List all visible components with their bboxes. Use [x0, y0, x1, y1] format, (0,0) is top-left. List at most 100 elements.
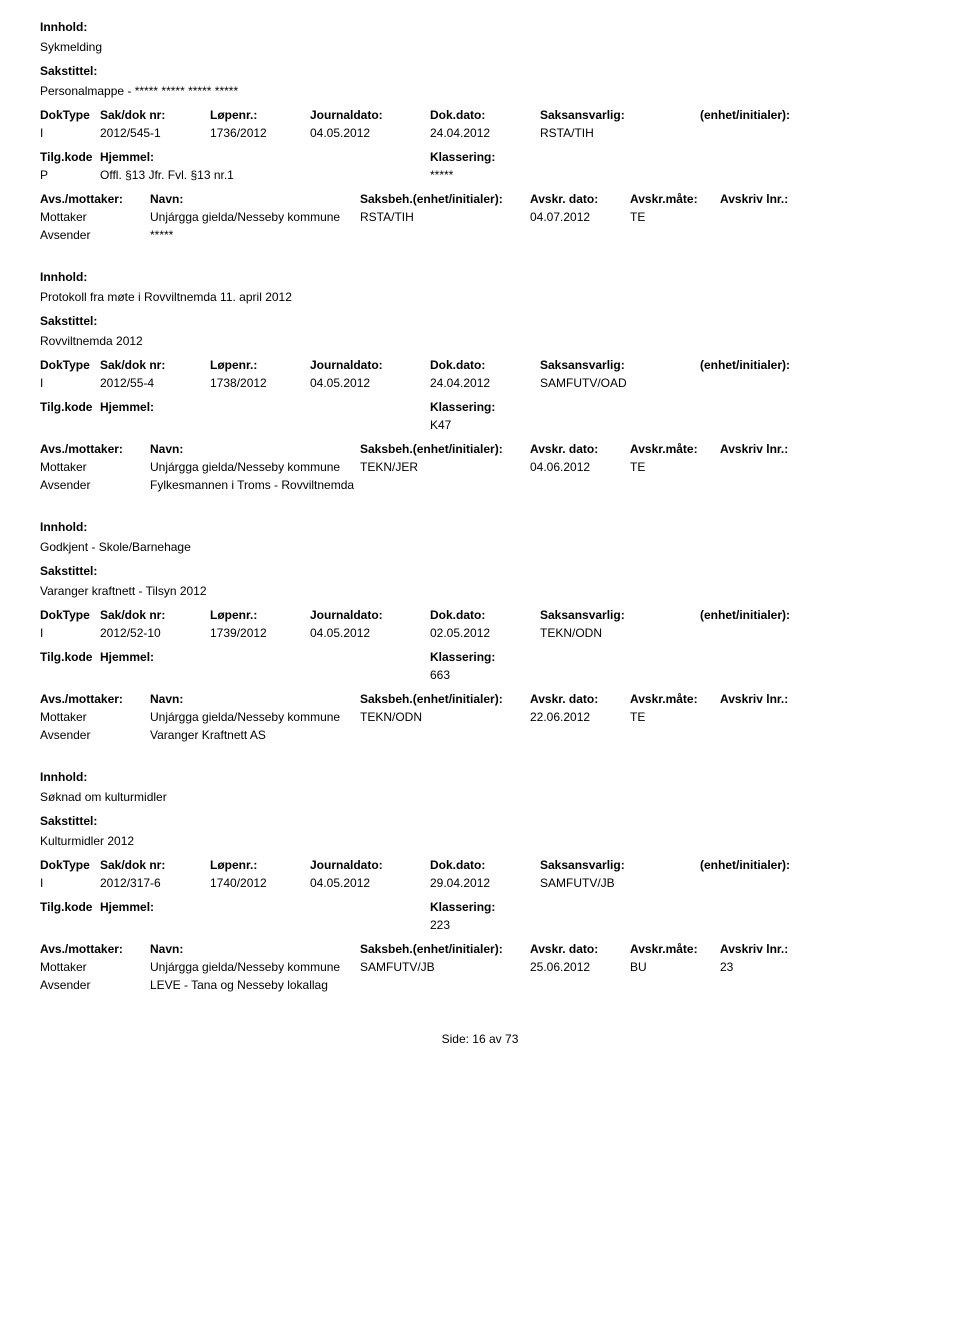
hjemmel-data-row: POffl. §13 Jfr. Fvl. §13 nr.1***** — [40, 168, 920, 182]
dokdato-value: 29.04.2012 — [430, 876, 540, 890]
hjemmel-data-row: 223 — [40, 918, 920, 932]
sakdok-value: 2012/317-6 — [100, 876, 210, 890]
journal-entry: Innhold:Søknad om kulturmidlerSakstittel… — [40, 770, 920, 992]
party-row: MottakerUnjárgga gielda/Nesseby kommuneS… — [40, 960, 920, 974]
doc-header-row: DokTypeSak/dok nr:Løpenr.:Journaldato:Do… — [40, 608, 920, 622]
sakstittel-label: Sakstittel: — [40, 564, 920, 578]
sakstittel-value: Rovviltnemda 2012 — [40, 334, 920, 348]
journal-entry: Innhold:Godkjent - Skole/BarnehageSaksti… — [40, 520, 920, 742]
avskrmate-header: Avskr.måte: — [630, 442, 720, 456]
saksansv-header: Saksansvarlig: — [540, 358, 700, 372]
doktype-value: I — [40, 126, 100, 140]
dokdato-header: Dok.dato: — [430, 608, 540, 622]
doc-data-row: I2012/317-61740/201204.05.201229.04.2012… — [40, 876, 920, 890]
avsmottaker-header: Avs./mottaker: — [40, 942, 150, 956]
enhet-header: (enhet/initialer): — [700, 608, 840, 622]
innhold-label: Innhold: — [40, 270, 920, 284]
tilgkode-value — [40, 918, 100, 932]
dokdato-value: 02.05.2012 — [430, 626, 540, 640]
enhet-header: (enhet/initialer): — [700, 108, 840, 122]
avskrlnr-header: Avskriv lnr.: — [720, 442, 810, 456]
party-avskrdato — [530, 728, 630, 742]
lopenr-header: Løpenr.: — [210, 358, 310, 372]
hjemmel-header-row: Tilg.kodeHjemmel:Klassering: — [40, 150, 920, 164]
jdato-value: 04.05.2012 — [310, 126, 430, 140]
hjemmel-data-row: K47 — [40, 418, 920, 432]
jdato-header: Journaldato: — [310, 358, 430, 372]
lopenr-value: 1736/2012 — [210, 126, 310, 140]
avskrmate-header: Avskr.måte: — [630, 192, 720, 206]
saksansv-value: SAMFUTV/OAD — [540, 376, 700, 390]
party-role: Avsender — [40, 728, 150, 742]
sakdok-header: Sak/dok nr: — [100, 858, 210, 872]
party-avskrlnr — [720, 228, 810, 242]
party-avskrlnr — [720, 710, 810, 724]
party-avskrmate: TE — [630, 210, 720, 224]
klassering-value: K47 — [430, 418, 630, 432]
tilgkode-header: Tilg.kode — [40, 900, 100, 914]
klassering-header: Klassering: — [430, 150, 630, 164]
hjemmel-header-row: Tilg.kodeHjemmel:Klassering: — [40, 900, 920, 914]
sakdok-value: 2012/55-4 — [100, 376, 210, 390]
dokdato-header: Dok.dato: — [430, 108, 540, 122]
journal-entry: Innhold:SykmeldingSakstittel:Personalmap… — [40, 20, 920, 242]
tilgkode-value: P — [40, 168, 100, 182]
party-avskrdato: 04.06.2012 — [530, 460, 630, 474]
doc-data-row: I2012/55-41738/201204.05.201224.04.2012S… — [40, 376, 920, 390]
dokdato-value: 24.04.2012 — [430, 126, 540, 140]
party-avskrdato — [530, 478, 630, 492]
party-avskrmate — [630, 978, 720, 992]
party-row: AvsenderVaranger Kraftnett AS — [40, 728, 920, 742]
enhet-value — [700, 876, 840, 890]
party-saksbeh — [360, 978, 530, 992]
sakdok-header: Sak/dok nr: — [100, 608, 210, 622]
doktype-value: I — [40, 876, 100, 890]
footer-page-current: 16 — [472, 1032, 485, 1046]
klassering-value: ***** — [430, 168, 630, 182]
party-role: Avsender — [40, 478, 150, 492]
page-footer: Side: 16 av 73 — [40, 1032, 920, 1046]
party-saksbeh — [360, 728, 530, 742]
tilgkode-value — [40, 418, 100, 432]
avskrlnr-header: Avskriv lnr.: — [720, 192, 810, 206]
party-saksbeh — [360, 478, 530, 492]
lopenr-value: 1738/2012 — [210, 376, 310, 390]
party-avskrmate — [630, 728, 720, 742]
navn-header: Navn: — [150, 942, 360, 956]
party-avskrmate: TE — [630, 460, 720, 474]
doc-data-row: I2012/52-101739/201204.05.201202.05.2012… — [40, 626, 920, 640]
avskrmate-header: Avskr.måte: — [630, 692, 720, 706]
klassering-header: Klassering: — [430, 650, 630, 664]
doktype-header: DokType — [40, 108, 100, 122]
saksansv-header: Saksansvarlig: — [540, 608, 700, 622]
enhet-header: (enhet/initialer): — [700, 858, 840, 872]
jdato-header: Journaldato: — [310, 108, 430, 122]
hjemmel-data-row: 663 — [40, 668, 920, 682]
party-saksbeh: SAMFUTV/JB — [360, 960, 530, 974]
sakstittel-value: Kulturmidler 2012 — [40, 834, 920, 848]
sakstittel-label: Sakstittel: — [40, 314, 920, 328]
saksansv-header: Saksansvarlig: — [540, 108, 700, 122]
party-row: AvsenderFylkesmannen i Troms - Rovviltne… — [40, 478, 920, 492]
hjemmel-value: Offl. §13 Jfr. Fvl. §13 nr.1 — [100, 168, 430, 182]
dokdato-header: Dok.dato: — [430, 358, 540, 372]
avskrdato-header: Avskr. dato: — [530, 942, 630, 956]
navn-header: Navn: — [150, 442, 360, 456]
hjemmel-header: Hjemmel: — [100, 400, 430, 414]
hjemmel-header: Hjemmel: — [100, 150, 430, 164]
party-role: Mottaker — [40, 710, 150, 724]
hjemmel-header: Hjemmel: — [100, 650, 430, 664]
innhold-value: Sykmelding — [40, 40, 920, 54]
doktype-header: DokType — [40, 608, 100, 622]
enhet-value — [700, 376, 840, 390]
party-avskrdato — [530, 228, 630, 242]
party-navn: LEVE - Tana og Nesseby lokallag — [150, 978, 360, 992]
doc-data-row: I2012/545-11736/201204.05.201224.04.2012… — [40, 126, 920, 140]
party-row: Avsender***** — [40, 228, 920, 242]
party-avskrdato: 25.06.2012 — [530, 960, 630, 974]
avsmottaker-header: Avs./mottaker: — [40, 192, 150, 206]
lopenr-header: Løpenr.: — [210, 858, 310, 872]
tilgkode-header: Tilg.kode — [40, 400, 100, 414]
party-navn: ***** — [150, 228, 360, 242]
party-saksbeh — [360, 228, 530, 242]
